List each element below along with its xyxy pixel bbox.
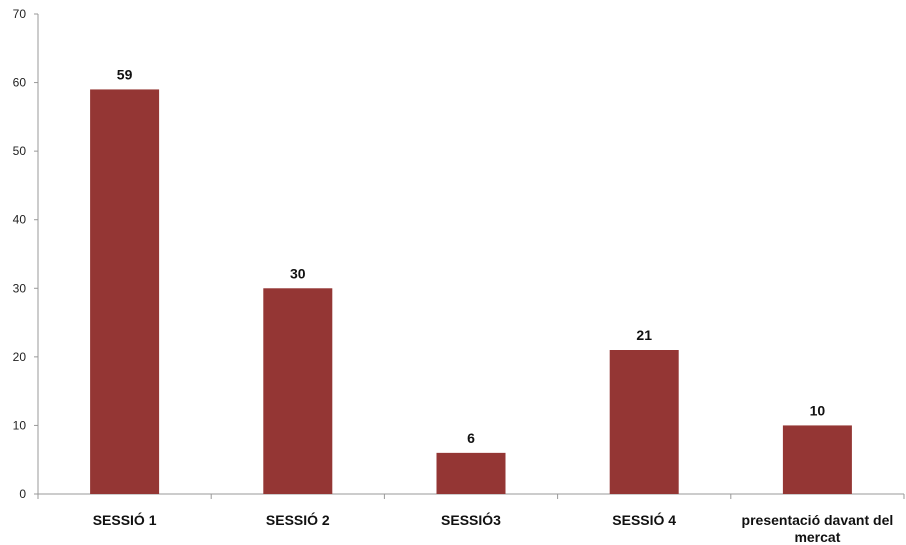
data-label: 6 (467, 430, 475, 446)
labels: 59 SESSIÓ 1 30 SESSIÓ 2 6 SESSIÓ3 21 SESSIÓ 4 10… (93, 66, 894, 545)
bar (90, 89, 160, 494)
x-category-label: SESSIÓ 1 (93, 511, 157, 528)
bars (90, 89, 852, 494)
bar (782, 425, 852, 494)
x-category-label: mercat (794, 529, 840, 545)
bar (436, 452, 506, 494)
bar (263, 288, 333, 494)
x-category-label: SESSIÓ 2 (266, 511, 330, 528)
x-category-label: SESSIÓ 4 (612, 511, 676, 528)
y-tick-label: 40 (13, 213, 27, 227)
data-label: 21 (636, 327, 652, 343)
x-category-label: SESSIÓ3 (441, 511, 501, 528)
x-category-label: presentació davant del (742, 512, 894, 528)
data-label: 10 (810, 402, 826, 418)
y-tick-label: 30 (13, 281, 27, 295)
y-tick-label: 50 (13, 144, 27, 158)
bar (609, 350, 679, 494)
data-label: 30 (290, 265, 306, 281)
y-tick-label: 60 (13, 76, 27, 90)
y-tick-label: 20 (13, 350, 27, 364)
y-tick-label: 10 (13, 418, 27, 432)
y-tick-label: 70 (13, 7, 27, 21)
axes: 0 10 20 30 40 50 60 70 (13, 7, 905, 501)
data-label: 59 (117, 66, 133, 82)
y-tick-label: 0 (19, 487, 26, 501)
